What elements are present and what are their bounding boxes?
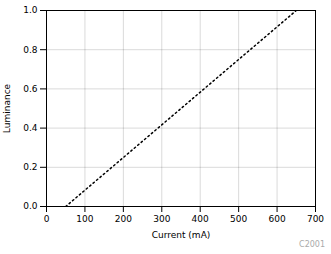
svg-text:400: 400 — [192, 214, 209, 224]
svg-text:Luminance: Luminance — [2, 83, 12, 133]
svg-text:0.6: 0.6 — [23, 84, 38, 94]
svg-text:0.4: 0.4 — [23, 123, 38, 133]
html-text:C2001: C2001 — [299, 240, 325, 249]
svg-text:700: 700 — [307, 214, 324, 224]
svg-text:300: 300 — [153, 214, 170, 224]
svg-text:0: 0 — [44, 214, 50, 224]
svg-text:0.2: 0.2 — [23, 162, 37, 172]
svg-text:500: 500 — [230, 214, 247, 224]
svg-text:100: 100 — [76, 214, 93, 224]
svg-text:1.0: 1.0 — [23, 5, 38, 15]
svg-text:0.0: 0.0 — [23, 201, 38, 211]
svg-text:600: 600 — [268, 214, 285, 224]
svg-text:0.8: 0.8 — [23, 45, 38, 55]
svg-text:Current (mA): Current (mA) — [152, 230, 211, 240]
svg-text:200: 200 — [115, 214, 132, 224]
